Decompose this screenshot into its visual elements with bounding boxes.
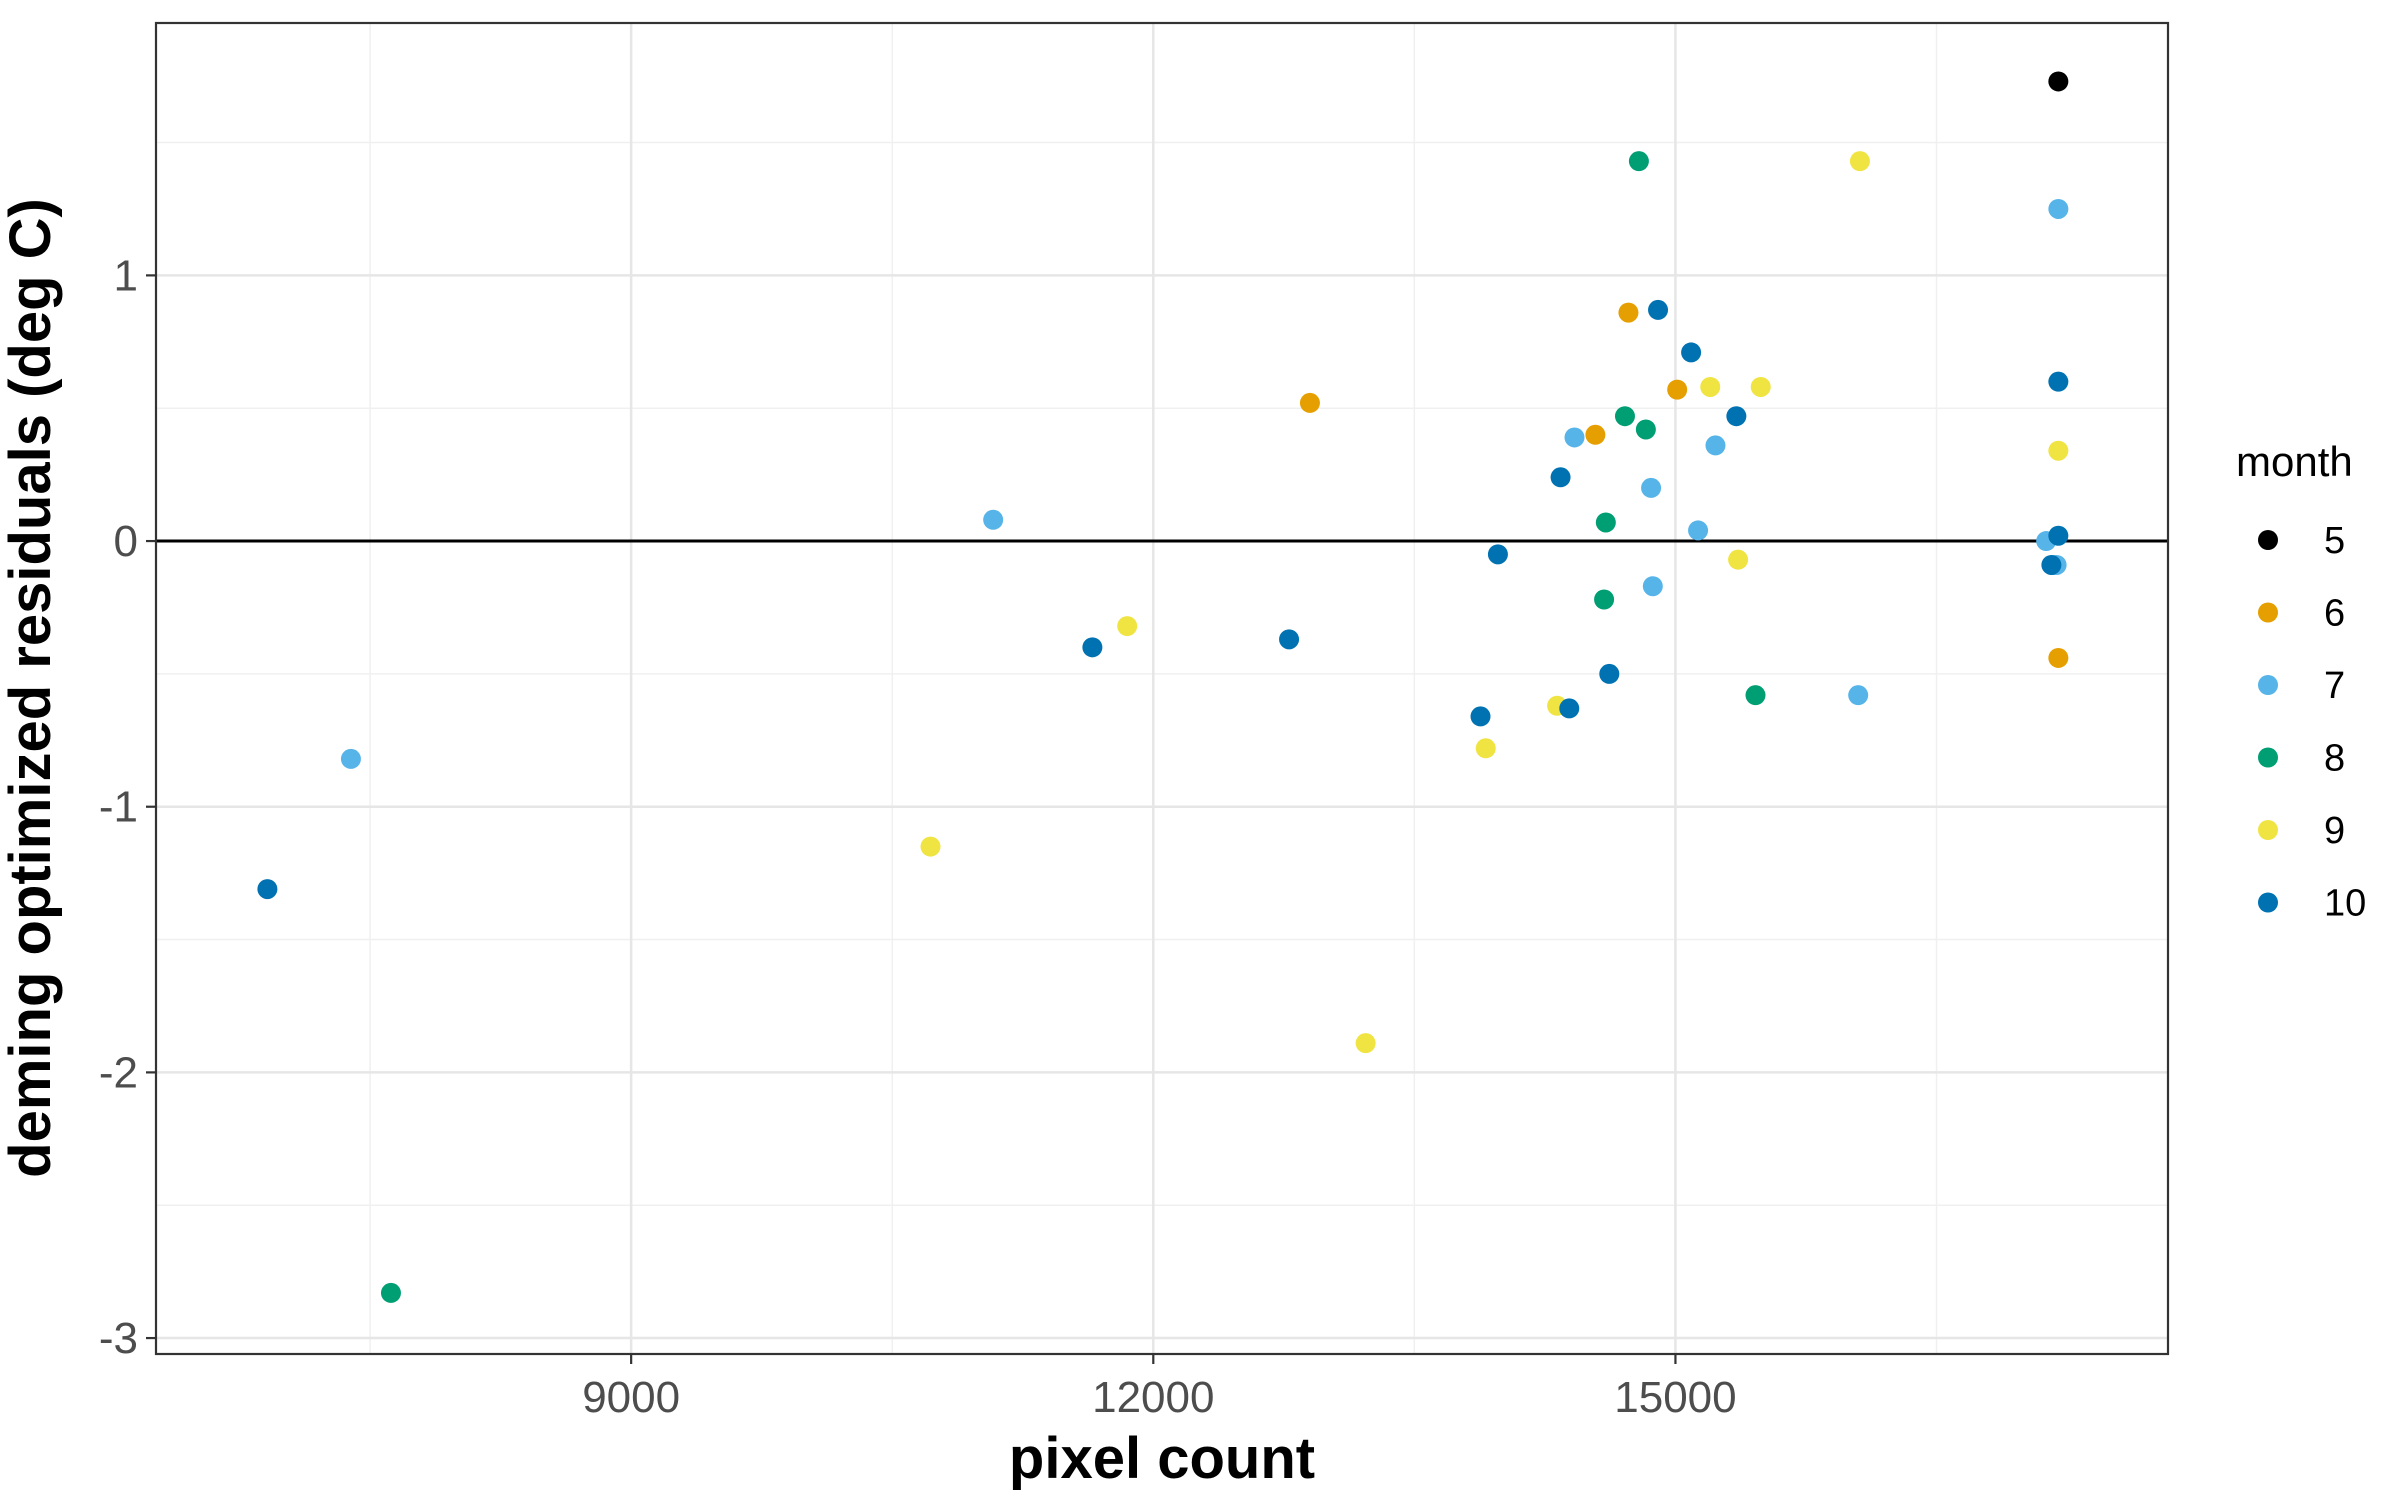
y-tick-label: 0 (114, 517, 138, 566)
panel-border (154, 21, 2170, 1356)
data-point-month-7 (1848, 685, 1869, 706)
data-point-month-10 (2048, 371, 2069, 392)
data-point-month-10 (2041, 554, 2062, 575)
data-point-month-7 (1642, 576, 1663, 597)
data-point-month-10 (257, 879, 278, 900)
legend-key-month-10 (2258, 892, 2278, 913)
y-tick-label: -3 (99, 1314, 138, 1363)
data-point-month-8 (380, 1282, 401, 1303)
legend: month 5 6 7 8 9 10 (2236, 438, 2366, 925)
y-axis-title: deming optimized residuals (deg C) (0, 198, 63, 1178)
data-point-month-6 (1299, 392, 1320, 413)
data-point-month-10 (1648, 299, 1669, 320)
data-point-month-7 (1641, 477, 1662, 498)
data-point-month-9 (1728, 549, 1749, 570)
data-point-month-10 (1550, 467, 1571, 488)
x-tick-label: 15000 (1614, 1373, 1736, 1422)
legend-label-month-6: 6 (2324, 593, 2345, 635)
data-point-month-6 (1585, 424, 1606, 445)
legend-label-month-7: 7 (2324, 665, 2345, 707)
data-point-month-9 (920, 836, 941, 857)
data-point-month-9 (1355, 1033, 1376, 1054)
y-tick-label: 1 (114, 251, 138, 300)
data-point-month-10 (1082, 637, 1103, 658)
legend-key-month-8 (2258, 747, 2278, 768)
x-axis-title: pixel count (1009, 1426, 1315, 1491)
y-tick-label: -2 (99, 1048, 138, 1097)
data-point-month-10 (1681, 342, 1702, 363)
data-point-month-5 (2048, 71, 2069, 92)
legend-label-month-10: 10 (2324, 883, 2366, 925)
data-point-month-10 (1487, 544, 1508, 565)
data-point-month-9 (1475, 738, 1496, 759)
data-point-month-8 (1594, 589, 1615, 610)
data-point-month-10 (2048, 525, 2069, 546)
data-point-month-10 (1279, 629, 1300, 650)
data-point-month-6 (1618, 302, 1639, 323)
data-points (257, 71, 2069, 1303)
legend-label-month-8: 8 (2324, 738, 2345, 780)
major-gridlines (156, 23, 2168, 1354)
legend-key-month-7 (2258, 675, 2278, 695)
data-point-month-7 (1688, 520, 1709, 541)
data-point-month-8 (1628, 151, 1649, 172)
data-point-month-9 (1849, 151, 1870, 172)
legend-key-month-9 (2258, 820, 2278, 840)
data-point-month-6 (1667, 379, 1688, 400)
x-tick-label: 9000 (582, 1373, 680, 1422)
data-point-month-10 (1559, 698, 1580, 719)
x-axis-ticks: 9000 12000 15000 (582, 1354, 1737, 1422)
data-point-month-8 (1745, 685, 1766, 706)
data-point-month-7 (1705, 435, 1726, 456)
data-point-month-7 (340, 748, 361, 769)
data-point-month-10 (1599, 663, 1620, 684)
data-point-month-6 (2048, 647, 2069, 668)
data-point-month-9 (1117, 616, 1138, 637)
data-point-month-7 (2048, 198, 2069, 219)
data-point-month-8 (1635, 419, 1656, 440)
data-point-month-9 (1700, 376, 1721, 397)
data-point-month-7 (1564, 427, 1585, 448)
data-point-month-10 (1470, 706, 1491, 727)
data-point-month-9 (2048, 440, 2069, 461)
panel-background (156, 23, 2168, 1354)
y-axis-ticks: -3 -2 -1 0 1 (99, 251, 156, 1363)
legend-label-month-5: 5 (2324, 520, 2345, 562)
legend-label-month-9: 9 (2324, 810, 2345, 852)
legend-title: month (2236, 438, 2353, 485)
legend-key-month-6 (2258, 602, 2278, 623)
minor-gridlines (156, 23, 2168, 1354)
legend-key-month-5 (2258, 530, 2278, 550)
data-point-month-7 (983, 509, 1004, 530)
data-point-month-8 (1595, 512, 1616, 533)
y-tick-label: -1 (99, 783, 138, 832)
data-point-month-10 (1726, 406, 1747, 427)
x-tick-label: 12000 (1092, 1373, 1214, 1422)
data-point-month-9 (1750, 376, 1771, 397)
data-point-month-8 (1614, 406, 1635, 427)
